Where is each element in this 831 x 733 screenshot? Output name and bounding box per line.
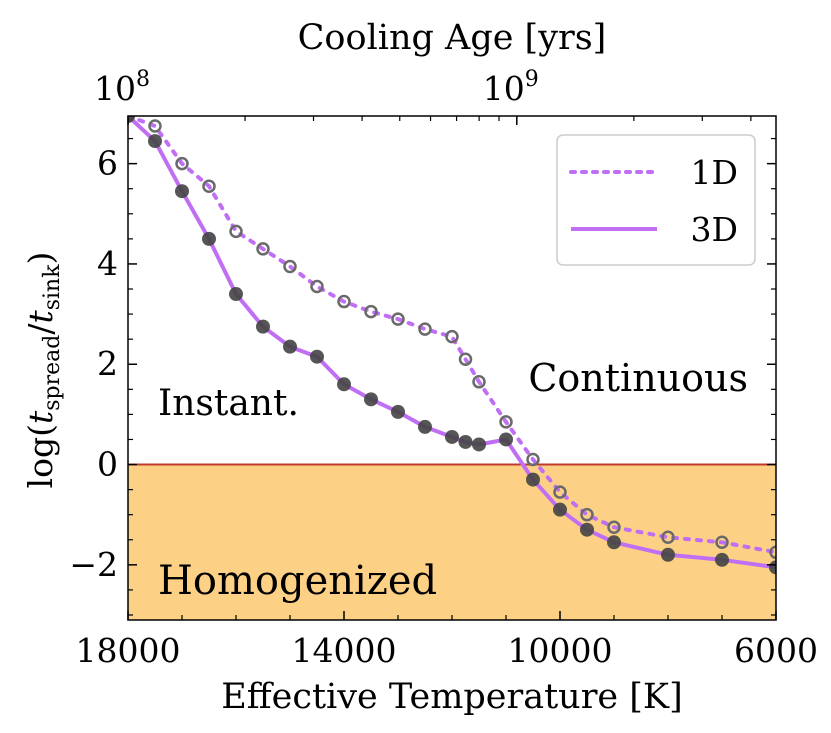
data-point-3d xyxy=(715,552,729,567)
data-point-1d xyxy=(661,530,675,545)
data-point-1d xyxy=(310,279,324,294)
series-layer xyxy=(128,116,776,575)
data-point-1d xyxy=(607,520,621,534)
data-point-1d xyxy=(458,352,473,366)
x-tick-label: 14000 xyxy=(292,631,397,670)
x-tick-label: 18000 xyxy=(76,631,181,670)
y-axis-title: log(tspread/tsink) xyxy=(21,252,65,489)
data-point-3d xyxy=(256,319,270,334)
data-point-3d xyxy=(607,535,621,550)
data-point-1d xyxy=(445,329,459,344)
data-point-1d xyxy=(391,312,405,326)
x-tick-label: 6000 xyxy=(734,631,818,670)
x-axis-title: Effective Temperature [K] xyxy=(221,677,682,717)
annotation-homogenized: Homogenized xyxy=(158,558,437,604)
data-point-3d xyxy=(458,434,473,449)
x-tick-label: 10000 xyxy=(508,631,613,670)
data-point-1d xyxy=(364,304,378,319)
y-tick-label: 0 xyxy=(97,445,118,484)
data-point-1d xyxy=(337,294,351,309)
legend-label-3d: 3D xyxy=(691,210,738,249)
data-point-3d xyxy=(445,429,459,444)
data-point-3d xyxy=(580,522,594,537)
legend: 1D 3D xyxy=(556,134,756,266)
data-point-1d xyxy=(256,242,270,256)
data-point-1d xyxy=(229,224,243,239)
legend-box xyxy=(556,134,756,266)
top-tick-base: 10 xyxy=(483,69,525,108)
data-point-1d xyxy=(175,156,189,171)
data-point-1d xyxy=(283,259,297,274)
y-tick-label: 4 xyxy=(97,244,118,283)
data-point-3d xyxy=(526,472,540,487)
data-point-1d xyxy=(202,179,216,193)
x-tick-labels: 18000 14000 10000 6000 xyxy=(76,631,818,670)
y-axis-title-sub1: spread xyxy=(40,335,65,411)
annotation-instant: Instant. xyxy=(158,383,299,424)
data-point-1d xyxy=(580,507,594,522)
y-tick-label: −2 xyxy=(69,545,118,584)
data-point-3d xyxy=(202,231,216,246)
data-point-1d xyxy=(526,452,540,467)
data-point-1d xyxy=(769,545,776,560)
data-point-3d xyxy=(418,419,432,434)
data-point-3d xyxy=(472,437,486,452)
annotation-continuous: Continuous xyxy=(528,356,748,400)
data-point-3d xyxy=(229,287,243,302)
top-tick-exponent: 9 xyxy=(525,67,539,92)
data-point-1d xyxy=(499,415,513,429)
data-point-1d xyxy=(148,119,162,133)
y-axis-title-sub2: sink xyxy=(40,264,65,310)
tick-layer xyxy=(127,116,777,620)
data-point-1d xyxy=(418,322,432,336)
data-point-3d xyxy=(148,134,162,149)
data-point-3d xyxy=(661,547,675,562)
data-point-3d xyxy=(553,502,567,517)
data-point-3d xyxy=(310,349,324,364)
data-point-3d xyxy=(128,116,135,123)
top-tick-label: 108 xyxy=(94,67,150,108)
series-line-1d xyxy=(128,116,776,555)
top-tick-exponent: 8 xyxy=(136,67,150,92)
y-tick-label: 6 xyxy=(97,144,118,183)
data-point-3d xyxy=(283,339,297,354)
y-axis-title-t2: t xyxy=(21,310,60,324)
y-tick-labels: −2 0 2 4 6 xyxy=(69,144,118,584)
y-axis-title-prefix: log( xyxy=(21,424,60,488)
data-point-1d xyxy=(472,375,486,389)
data-point-3d xyxy=(364,392,378,407)
y-axis-title-suffix: ) xyxy=(21,252,60,265)
data-point-1d xyxy=(715,535,729,550)
top-axis-title: Cooling Age [yrs] xyxy=(298,18,607,58)
top-tick-label: 109 xyxy=(483,67,539,108)
top-tick-labels: 108 109 xyxy=(94,67,539,108)
y-axis-title-t1: t xyxy=(21,410,60,424)
top-tick-base: 10 xyxy=(94,69,136,108)
data-point-1d xyxy=(553,485,567,499)
data-point-3d xyxy=(769,560,776,575)
data-point-3d xyxy=(391,404,405,419)
data-point-3d xyxy=(175,184,189,199)
legend-label-1d: 1D xyxy=(691,153,738,192)
data-point-3d xyxy=(337,377,351,392)
data-point-3d xyxy=(499,432,513,447)
y-axis-title-slash: / xyxy=(21,323,60,335)
y-tick-label: 2 xyxy=(97,344,118,383)
